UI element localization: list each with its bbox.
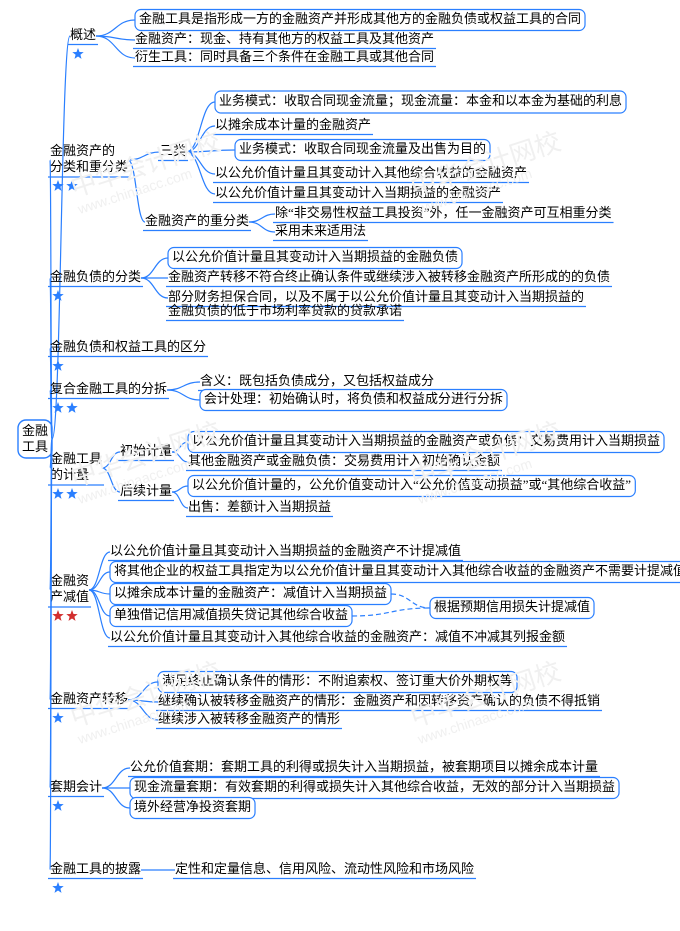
svg-text:业务模式：收取合同现金流量及出售为目的: 业务模式：收取合同现金流量及出售为目的 [239,141,486,156]
svg-text:公允价值套期：套期工具的利得或损失计入当期损益，被套期项目以: 公允价值套期：套期工具的利得或损失计入当期损益，被套期项目以摊余成本计量 [130,759,598,774]
svg-text:衍生工具：同时具备三个条件在金融工具或其他合同: 衍生工具：同时具备三个条件在金融工具或其他合同 [135,49,434,64]
svg-text:概述: 概述 [70,27,96,42]
svg-text:以摊余成本计量的金融资产：减值计入当期损益: 以摊余成本计量的金融资产：减值计入当期损益 [114,585,387,600]
svg-text:继续涉入被转移金融资产的情形: 继续涉入被转移金融资产的情形 [158,711,340,726]
svg-text:将其他企业的权益工具指定为以公允价值计量且其变动计入其他综合: 将其他企业的权益工具指定为以公允价值计量且其变动计入其他综合收益的金融资产不需要… [114,563,680,578]
svg-text:金融资产的: 金融资产的 [50,143,115,158]
svg-text:套期会计: 套期会计 [50,779,102,794]
svg-text:含义：既包括负债成分，又包括权益成分: 含义：既包括负债成分，又包括权益成分 [200,373,434,388]
svg-text:其他金融资产或金融负债：交易费用计入初始确认金额: 其他金融资产或金融负债：交易费用计入初始确认金额 [188,453,500,468]
svg-text:以公允价值计量的，公允价值变动计入“公允价值变动损益”或“其: 以公允价值计量的，公允价值变动计入“公允价值变动损益”或“其他综合收益” [192,477,631,492]
svg-text:分类和重分类: 分类和重分类 [50,159,128,174]
svg-text:会计处理：初始确认时，将负债和权益成分进行分拆: 会计处理：初始确认时，将负债和权益成分进行分拆 [204,391,503,406]
svg-text:金融工具: 金融工具 [50,451,102,466]
svg-text:的计量: 的计量 [50,467,89,482]
svg-text:除“非交易性权益工具投资”外，任一金融资产可互相重分类: 除“非交易性权益工具投资”外，任一金融资产可互相重分类 [275,205,612,220]
svg-text:金融负债和权益工具的区分: 金融负债和权益工具的区分 [50,339,206,354]
svg-text:金融资: 金融资 [50,573,89,588]
svg-text:金融工具的披露: 金融工具的披露 [50,861,141,876]
svg-text:以公允价值计量且其变动计入当期损益的金融负债: 以公允价值计量且其变动计入当期损益的金融负债 [172,249,458,264]
svg-text:产减值: 产减值 [50,589,89,604]
mindmap-svg: 金融工具 概述 金融工具是指形成一方的金融资产并形成其他方的金融负债或权益工具的合同… [0,0,680,931]
svg-text:金融负债的分类: 金融负债的分类 [50,269,141,284]
svg-text:根据预期信用损失计提减值: 根据预期信用损失计提减值 [434,599,590,614]
svg-text:以公允价值计量且其变动计入其他综合收益的金融资产: 以公允价值计量且其变动计入其他综合收益的金融资产 [215,165,527,180]
svg-text:以公允价值计量且其变动计入当期损益的金融资产或负债：交易费用: 以公允价值计量且其变动计入当期损益的金融资产或负债：交易费用计入当期损益 [192,433,660,448]
svg-text:以摊余成本计量的金融资产: 以摊余成本计量的金融资产 [215,117,371,132]
svg-text:继续确认被转移金融资产的情形：金融资产和因转移资产确认的负债: 继续确认被转移金融资产的情形：金融资产和因转移资产确认的负债不得抵销 [158,693,600,708]
svg-text:单独借记信用减值损失贷记其他综合收益: 单独借记信用减值损失贷记其他综合收益 [114,607,348,622]
svg-text:境外经营净投资套期: 境外经营净投资套期 [134,799,251,814]
svg-text:定性和定量信息、信用风险、流动性风险和市场风险: 定性和定量信息、信用风险、流动性风险和市场风险 [175,861,474,876]
svg-text:现金流量套期：有效套期的利得或损失计入其他综合收益，无效的部: 现金流量套期：有效套期的利得或损失计入其他综合收益，无效的部分计入当期损益 [134,779,615,794]
svg-text:金融资产转移: 金融资产转移 [50,691,128,706]
svg-text:工具: 工具 [22,439,48,454]
svg-text:以公允价值计量且其变动计入其他综合收益的金融资产：减值不冲减: 以公允价值计量且其变动计入其他综合收益的金融资产：减值不冲减其列报金额 [110,629,565,644]
svg-text:金融工具是指形成一方的金融资产并形成其他方的金融负债或权益工: 金融工具是指形成一方的金融资产并形成其他方的金融负债或权益工具的合同 [139,11,581,26]
svg-text:金融资产的重分类: 金融资产的重分类 [145,213,249,228]
svg-text:金融: 金融 [22,423,48,438]
svg-text:金融资产：现金、持有其他方的权益工具及其他资产: 金融资产：现金、持有其他方的权益工具及其他资产 [135,31,434,46]
svg-text:采用未来适用法: 采用未来适用法 [275,223,366,238]
svg-text:复合金融工具的分拆: 复合金融工具的分拆 [50,381,167,396]
svg-text:金融资产转移不符合终止确认条件或继续涉入被转移金融资产所形成: 金融资产转移不符合终止确认条件或继续涉入被转移金融资产所形成的的负债 [168,269,610,284]
svg-text:初始计量: 初始计量 [120,443,172,458]
svg-text:出售：差额计入当期损益: 出售：差额计入当期损益 [188,499,331,514]
svg-text:满足终止确认条件的情形：不附追索权、签订重大价外期权等: 满足终止确认条件的情形：不附追索权、签订重大价外期权等 [162,673,513,688]
svg-text:以公允价值计量且其变动计入当期损益的金融资产不计提减值: 以公允价值计量且其变动计入当期损益的金融资产不计提减值 [110,543,461,558]
svg-text:部分财务担保合同，以及不属于以公允价值计量且其变动计入当期损: 部分财务担保合同，以及不属于以公允价值计量且其变动计入当期损益的 [168,289,584,304]
svg-text:后续计量: 后续计量 [120,483,172,498]
mindmap-stage: 中华会计网校www.chinaacc.com中华会计网校www.chinaacc… [0,0,680,931]
svg-text:金融负债的低于市场利率贷款的贷款承诺: 金融负债的低于市场利率贷款的贷款承诺 [168,303,402,318]
svg-text:业务模式：收取合同现金流量；现金流量：本金和以本金为基础的利: 业务模式：收取合同现金流量；现金流量：本金和以本金为基础的利息 [219,93,622,109]
svg-text:三类: 三类 [160,143,186,158]
svg-text:以公允价值计量且其变动计入当期损益的金融资产: 以公允价值计量且其变动计入当期损益的金融资产 [215,185,501,200]
